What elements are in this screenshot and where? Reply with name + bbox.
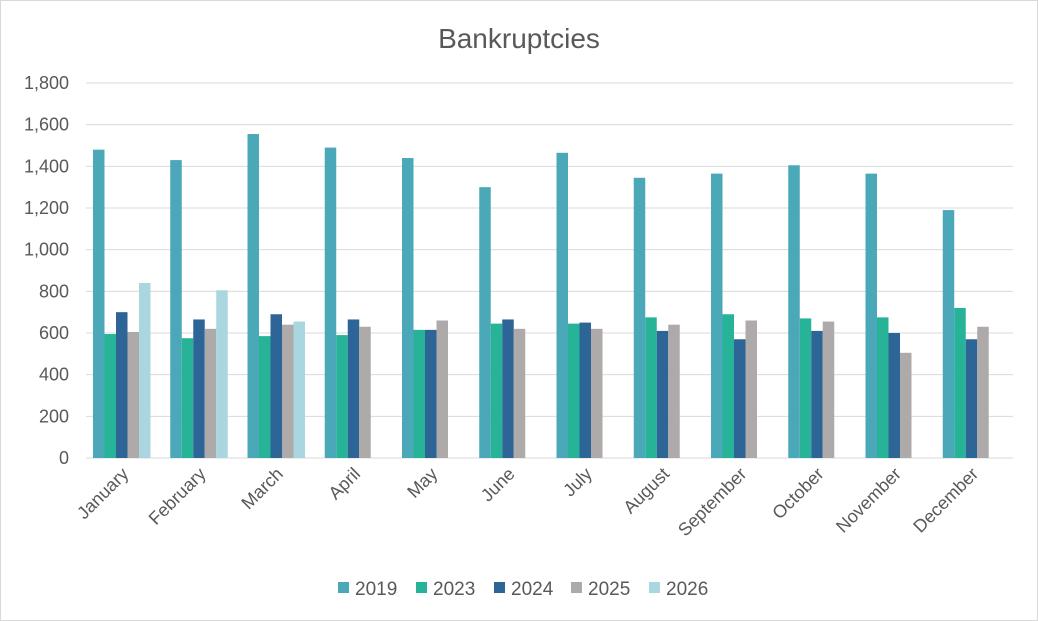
bar-2019-february [170, 160, 182, 459]
bar-2024-may [425, 329, 437, 458]
bar-2019-july [556, 152, 568, 458]
y-axis-tick-labels: 0 200 400 600 800 1,000 1,200 1,400 1,600 1,800 [24, 73, 69, 468]
x-tick-label: January [73, 464, 132, 523]
y-tick-label: 200 [39, 406, 69, 426]
bar-2026-february [216, 290, 228, 458]
bars [93, 134, 989, 459]
y-tick-label: 1,400 [24, 156, 69, 176]
chart-title: Bankruptcies [438, 23, 600, 54]
x-axis-tick-labels: January February March April May June July Augu… [73, 464, 982, 540]
bar-2024-november [888, 333, 900, 458]
bar-2024-july [579, 322, 591, 458]
legend-swatch-2023 [416, 582, 427, 593]
bar-2023-april [336, 335, 348, 458]
bar-2023-june [490, 323, 503, 458]
y-tick-label: 600 [39, 323, 69, 343]
legend-swatch-2019 [338, 582, 349, 593]
x-tick-label: February [145, 464, 210, 529]
x-tick-label: June [477, 464, 519, 506]
y-tick-label: 0 [59, 448, 69, 468]
y-tick-label: 800 [39, 281, 69, 301]
bar-2024-october [811, 330, 823, 458]
legend-swatch-2025 [571, 582, 582, 593]
x-tick-label: July [559, 464, 596, 501]
x-tick-label: April [325, 464, 365, 504]
x-tick-label: November [832, 464, 905, 537]
y-tick-label: 1,200 [24, 198, 69, 218]
bar-2025-november [900, 352, 912, 458]
y-tick-label: 400 [39, 365, 69, 385]
bar-2019-june [479, 187, 491, 458]
bar-2019-november [865, 173, 877, 458]
bar-2023-december [954, 308, 966, 458]
legend-label: 2024 [511, 579, 554, 600]
bar-2023-october [799, 318, 812, 458]
bar-2025-february [204, 328, 217, 458]
bar-2019-april [324, 147, 337, 459]
y-tick-label: 1,000 [24, 240, 69, 260]
bar-2019-may [402, 158, 414, 458]
bar-2025-march [282, 324, 294, 458]
bar-2025-september [745, 320, 757, 458]
bar-2023-september [722, 314, 734, 458]
legend-swatch-2024 [494, 582, 505, 593]
x-tick-label: September [674, 464, 750, 540]
bar-2026-march [293, 321, 305, 458]
bar-2019-august [633, 177, 646, 458]
bar-2023-march [259, 336, 271, 458]
bar-2026-january [139, 283, 151, 458]
bar-2023-august [645, 317, 657, 458]
bar-2024-april [347, 319, 360, 458]
bar-2023-may [413, 329, 425, 458]
bar-2024-december [965, 339, 978, 458]
bar-2023-january [104, 334, 116, 458]
x-tick-label: December [909, 464, 982, 537]
bar-2025-may [436, 320, 448, 458]
x-tick-label: October [768, 464, 827, 523]
bar-2025-january [127, 331, 139, 458]
legend-label: 2025 [588, 579, 630, 600]
legend-label: 2019 [355, 579, 397, 600]
legend-label: 2026 [666, 579, 708, 600]
bar-2019-march [247, 134, 259, 458]
bar-2023-february [181, 338, 194, 458]
bar-2023-november [877, 317, 889, 458]
bar-2024-september [734, 339, 746, 458]
bar-2024-august [656, 330, 669, 458]
bar-2019-october [788, 165, 800, 458]
legend: 2019 2023 2024 2025 2026 [338, 579, 708, 600]
x-tick-label: March [237, 464, 287, 514]
bar-2025-april [359, 326, 371, 458]
gridlines [86, 82, 1013, 459]
bar-2024-february [193, 319, 205, 458]
bar-2025-october [822, 321, 835, 458]
bar-2019-december [942, 210, 955, 458]
bar-2024-january [116, 312, 128, 458]
bar-2024-march [270, 314, 282, 458]
bar-2024-june [502, 319, 514, 458]
y-tick-label: 1,800 [24, 73, 69, 93]
legend-swatch-2026 [649, 582, 660, 593]
x-tick-label: August [619, 464, 673, 518]
y-tick-label: 1,600 [24, 115, 69, 135]
bar-2019-january [93, 149, 105, 458]
bar-2025-july [591, 328, 603, 458]
x-tick-label: May [403, 464, 441, 502]
legend-label: 2023 [433, 579, 475, 600]
bar-2025-june [513, 328, 526, 458]
bar-2023-july [568, 323, 580, 458]
bar-2025-august [668, 324, 680, 458]
bar-2025-december [977, 326, 989, 458]
bar-2019-september [711, 173, 723, 458]
